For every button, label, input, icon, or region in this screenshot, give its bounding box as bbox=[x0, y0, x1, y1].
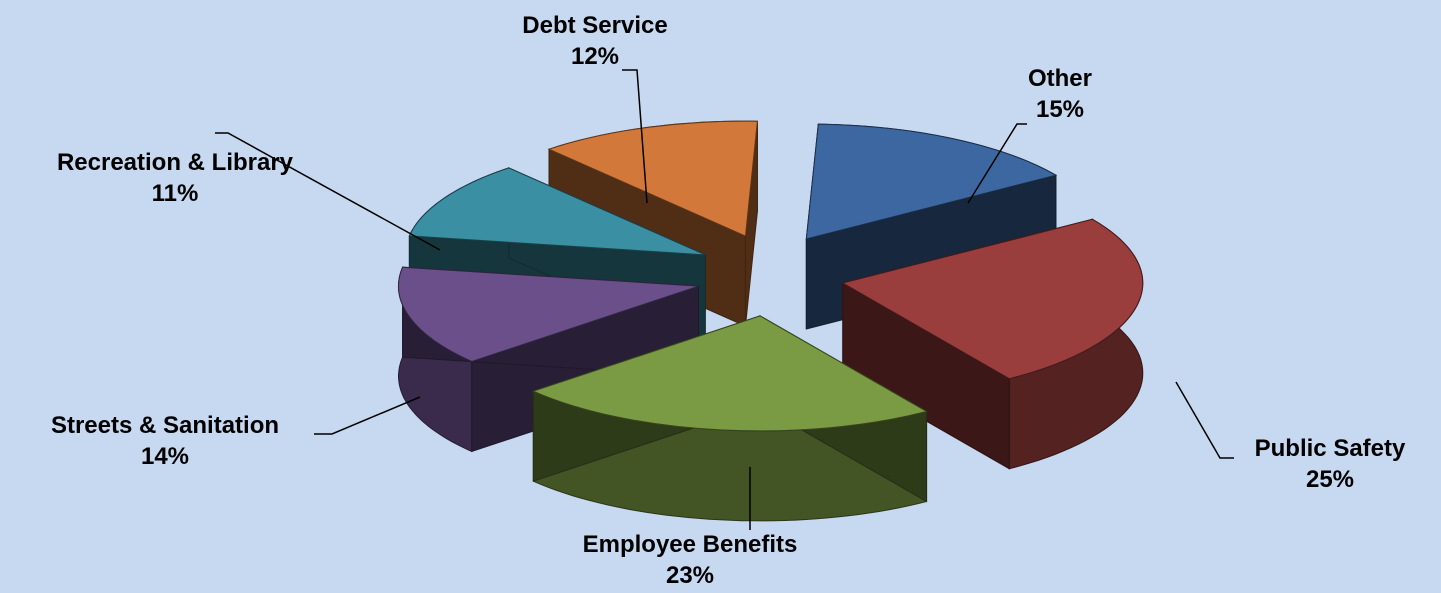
label-pct-streets-sanitation: 14% bbox=[140, 443, 190, 470]
label-pct-other: 15% bbox=[1035, 96, 1085, 123]
data-label-streets-sanitation: Streets & Sanitation 14% bbox=[5, 410, 325, 472]
slice-recreation-library bbox=[408, 167, 706, 256]
label-pct-employee-benefits: 23% bbox=[665, 562, 715, 589]
label-pct-public-safety: 25% bbox=[1305, 466, 1355, 493]
slice-streets-sanitation bbox=[398, 266, 699, 363]
leader-line-other bbox=[967, 123, 1027, 204]
slice-other bbox=[805, 123, 1058, 240]
leader-line-debt-service bbox=[622, 69, 648, 204]
label-name-other: Other bbox=[1027, 65, 1092, 92]
leader-line-recreation-library bbox=[215, 132, 441, 251]
label-name-recreation-library: Recreation & Library bbox=[56, 149, 294, 176]
slice-employee-benefits bbox=[531, 315, 928, 432]
data-label-other: Other 15% bbox=[1010, 63, 1110, 125]
data-label-employee-benefits: Employee Benefits 23% bbox=[520, 529, 860, 591]
slice-public-safety bbox=[841, 218, 1144, 380]
label-pct-recreation-library: 11% bbox=[151, 180, 199, 207]
leader-line-public-safety bbox=[1175, 381, 1234, 459]
data-label-public-safety: Public Safety 25% bbox=[1225, 433, 1435, 495]
slice-debt-service bbox=[547, 120, 758, 237]
label-name-employee-benefits: Employee Benefits bbox=[582, 531, 798, 558]
data-label-recreation-library: Recreation & Library 11% bbox=[10, 147, 340, 209]
label-name-streets-sanitation: Streets & Sanitation bbox=[50, 412, 280, 439]
data-label-debt-service: Debt Service 12% bbox=[495, 10, 695, 72]
label-name-public-safety: Public Safety bbox=[1254, 435, 1406, 462]
leader-line-streets-sanitation bbox=[314, 396, 421, 435]
label-name-debt-service: Debt Service bbox=[522, 12, 668, 39]
label-pct-debt-service: 12% bbox=[570, 43, 620, 70]
